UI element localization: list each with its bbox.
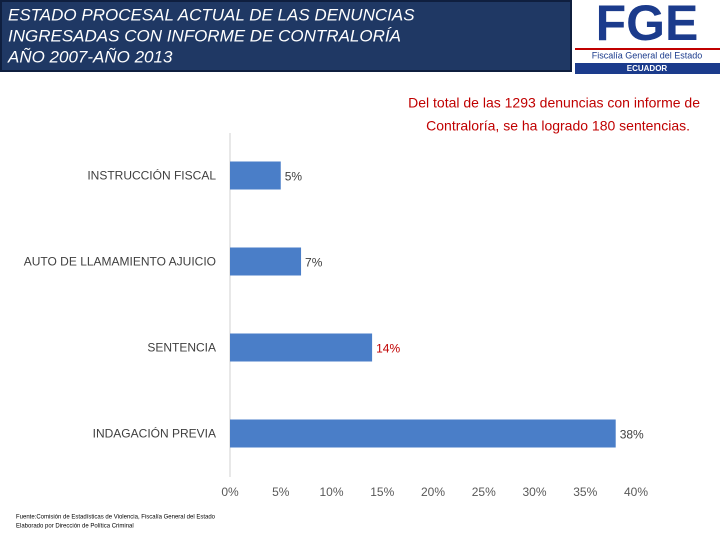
- annotation-line: Contraloría, se ha logrado 180 sentencia…: [426, 118, 690, 134]
- x-tick-label: 30%: [522, 485, 546, 499]
- annotation-line: Del total de las 1293 denuncias con info…: [408, 95, 700, 111]
- x-tick-label: 5%: [272, 485, 290, 499]
- value-label: 5%: [285, 170, 303, 184]
- logo-band: [575, 63, 720, 74]
- category-label: AUTO DE LLAMAMIENTO AJUICIO: [24, 255, 216, 269]
- x-tick-label: 40%: [624, 485, 648, 499]
- x-tick-label: 20%: [421, 485, 445, 499]
- category-label: INSTRUCCIÓN FISCAL: [87, 168, 216, 183]
- title-line: ESTADO PROCESAL ACTUAL DE LAS DENUNCIAS: [8, 5, 415, 24]
- title-box: [0, 0, 572, 72]
- category-label: SENTENCIA: [147, 341, 216, 355]
- value-label: 38%: [620, 428, 644, 442]
- value-label: 14%: [376, 342, 400, 356]
- source-line: Elaborado por Dirección de Política Crim…: [16, 524, 134, 530]
- title: ESTADO PROCESAL ACTUAL DE LAS DENUNCIAS …: [7, 5, 415, 66]
- annotation: Del total de las 1293 denuncias con info…: [408, 95, 700, 134]
- x-tick-label: 25%: [472, 485, 496, 499]
- bar: [230, 419, 616, 448]
- logo-rule: [575, 48, 720, 50]
- source: Fuente:Comisión de Estadísticas de Viole…: [16, 515, 216, 530]
- logo-country: ECUADOR: [627, 64, 668, 73]
- x-tick-label: 35%: [573, 485, 597, 499]
- logo: FGE Fiscalía General del Estado ECUADOR: [575, 0, 720, 74]
- title-line: AÑO 2007-AÑO 2013: [7, 47, 173, 66]
- x-tick-label: 15%: [370, 485, 394, 499]
- logo-name: Fiscalía General del Estado: [592, 50, 703, 60]
- value-label: 7%: [305, 256, 323, 270]
- source-line: Fuente:Comisión de Estadísticas de Viole…: [16, 515, 216, 521]
- bar: [230, 247, 302, 276]
- x-tick-label: 10%: [319, 485, 343, 499]
- bar: [230, 161, 281, 190]
- bar: [230, 333, 373, 362]
- category-label: INDAGACIÓN PREVIA: [93, 426, 216, 441]
- x-tick-label: 0%: [221, 485, 239, 499]
- logo-mark: FGE: [596, 0, 699, 51]
- title-line: INGRESADAS CON INFORME DE CONTRALORÍA: [8, 26, 401, 45]
